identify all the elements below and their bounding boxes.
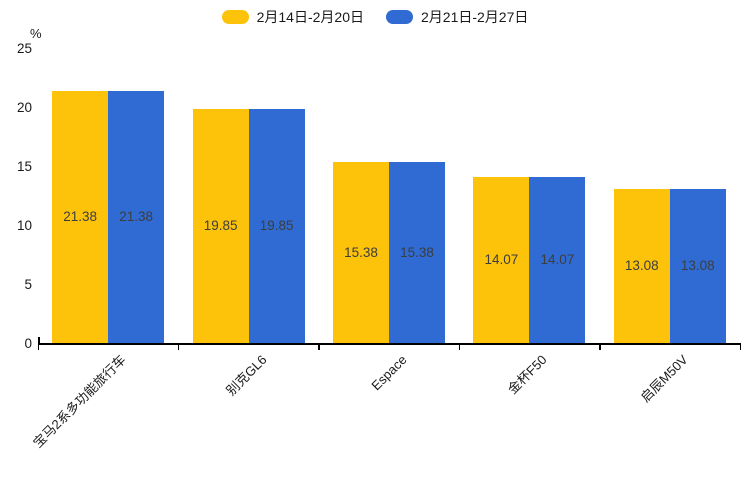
y-tick-label-0: 0 [24, 335, 32, 351]
y-tick-label-5: 5 [24, 276, 32, 292]
bar-series1-金杯F50[interactable] [473, 177, 530, 344]
x-category-label-别克GL6: 别克GL6 [222, 352, 270, 399]
x-axis-tick-2 [318, 344, 320, 350]
y-axis-unit-label: % [30, 26, 42, 41]
bar-value-series2-别克GL6: 19.85 [259, 218, 294, 234]
bar-value-series1-启辰M50V: 13.08 [624, 258, 659, 274]
x-axis-tick-0 [37, 344, 39, 350]
legend-item-series1[interactable]: 2月14日-2月20日 [221, 8, 364, 26]
legend-item-series2[interactable]: 2月21日-2月27日 [386, 8, 528, 26]
x-axis-tick-5 [739, 344, 741, 350]
y-tick-label-25: 25 [16, 40, 32, 56]
bar-series2-Espace[interactable] [389, 162, 445, 344]
x-axis-tick-3 [458, 344, 461, 350]
x-axis-tick-1 [177, 344, 180, 350]
bar-value-series2-启辰M50V: 13.08 [680, 258, 715, 274]
legend-label-series2: 2月21日-2月27日 [421, 9, 529, 25]
bar-value-series2-宝马2系多功能旅行车: 21.38 [119, 209, 154, 225]
y-tick-label-15: 15 [16, 158, 32, 174]
y-tick-label-20: 20 [16, 99, 32, 115]
legend-swatch-series2 [386, 10, 413, 24]
bar-series1-宝马2系多功能旅行车[interactable] [52, 91, 109, 344]
x-category-label-金杯F50: 金杯F50 [505, 352, 550, 397]
x-category-label-Espace: Espace [368, 352, 410, 394]
bar-series1-启辰M50V[interactable] [613, 189, 670, 344]
y-axis-origin-stub [38, 336, 40, 343]
bar-series2-启辰M50V[interactable] [669, 189, 726, 344]
x-category-label-启辰M50V: 启辰M50V [637, 352, 691, 406]
legend-label-series1: 2月14日-2月20日 [256, 9, 364, 25]
x-axis-tick-4 [599, 344, 601, 350]
y-tick-label-10: 10 [16, 217, 32, 233]
chart-legend: 2月14日-2月20日 2月21日-2月27日 [0, 8, 750, 26]
x-axis-line [38, 342, 741, 345]
bar-value-series1-Espace: 15.38 [344, 244, 378, 260]
bar-value-series2-Espace: 15.38 [400, 244, 434, 260]
bar-series2-金杯F50[interactable] [529, 177, 586, 344]
bar-value-series1-金杯F50: 14.07 [484, 252, 519, 268]
legend-swatch-series1 [221, 10, 249, 24]
x-category-label-宝马2系多功能旅行车: 宝马2系多功能旅行车 [30, 352, 129, 451]
bar-series1-别克GL6[interactable] [192, 109, 249, 344]
bar-value-series2-金杯F50: 14.07 [540, 252, 575, 268]
bar-series1-Espace[interactable] [333, 162, 389, 344]
bar-series2-宝马2系多功能旅行车[interactable] [108, 91, 165, 344]
bar-value-series1-宝马2系多功能旅行车: 21.38 [63, 209, 98, 225]
bar-series2-别克GL6[interactable] [248, 109, 305, 344]
bar-value-series1-别克GL6: 19.85 [203, 218, 238, 234]
